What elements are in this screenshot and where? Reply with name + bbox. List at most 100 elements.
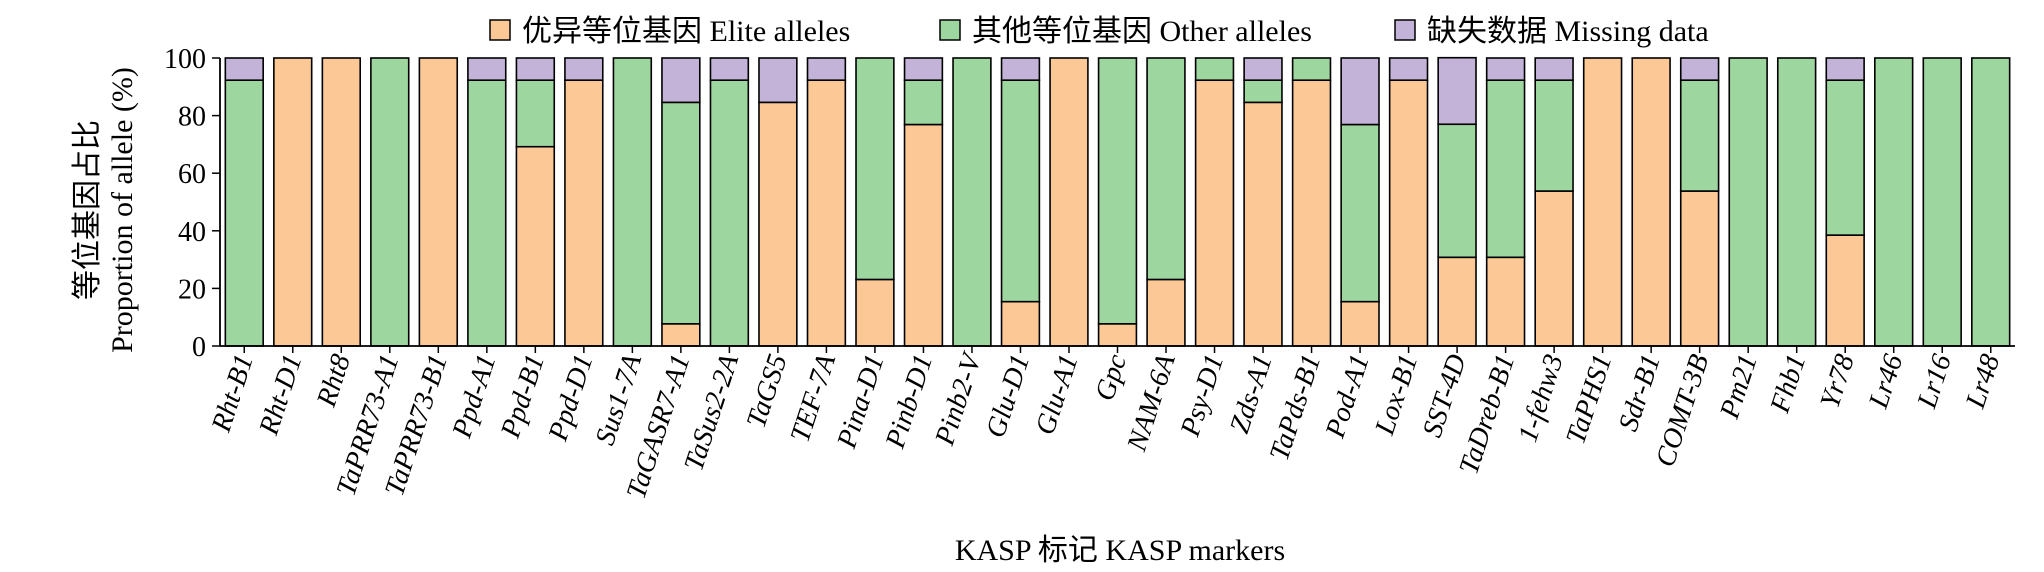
x-tick-label: TaGS5 [741, 351, 794, 432]
x-tick-label: Sdr-B1 [1613, 351, 1667, 435]
bar-segment-Rht-D1-series-0 [273, 57, 313, 347]
legend-swatch [939, 19, 961, 41]
x-tick-label: Ppd-B1 [495, 351, 551, 443]
x-tick-label: TEF-7A [785, 350, 843, 446]
x-tick-label: Rht-B1 [206, 351, 260, 437]
bar-segment-Zds-A1-series-0 [1243, 101, 1283, 347]
bar-segment-1-fehw3-series-0 [1534, 190, 1574, 347]
legend-label: 优异等位基因 Elite alleles [522, 15, 850, 48]
bar-segment-TaGASR7-A1-series-2 [661, 57, 701, 104]
bar-segment-Gpc-series-0 [1097, 323, 1138, 347]
legend-swatch [1394, 19, 1416, 41]
bar-segment-Lr16-series-1 [1922, 57, 1962, 347]
bar-segment-1-fehw3-series-1 [1534, 79, 1574, 192]
bar-segment-SST-4D-series-2 [1437, 56, 1477, 126]
bar-segment-TaGASR7-A1-series-0 [661, 323, 701, 347]
y-tick-label: 20 [178, 274, 206, 305]
bar-segment-TaDreb-B1-series-0 [1485, 256, 1526, 347]
bar-segment-Ppd-B1-series-2 [515, 57, 556, 81]
y-tick-label: 100 [164, 44, 206, 75]
bar-segment-1-fehw3-series-2 [1534, 57, 1574, 81]
x-tick-label: Ppd-D1 [542, 351, 599, 446]
bar-segment-Lox-B1-series-0 [1388, 79, 1429, 347]
bar-segment-Zds-A1-series-2 [1243, 57, 1283, 81]
bar-segment-Pod-A1-series-1 [1340, 123, 1380, 303]
bar-segment-Rht-B1-series-1 [224, 79, 264, 347]
bar-segment-NAM-6A-series-0 [1146, 278, 1186, 347]
bar-segment-Ppd-D1-series-0 [564, 79, 604, 347]
bar-segment-Glu-A1-series-0 [1049, 57, 1089, 347]
y-tick-label: 60 [178, 159, 206, 190]
bar-segment-Yr78-series-2 [1825, 57, 1865, 81]
bar-segment-Pod-A1-series-0 [1340, 300, 1380, 347]
bar-segment-Lr48-series-1 [1971, 57, 2011, 347]
x-tick-label: Glu-A1 [1030, 351, 1085, 439]
bar-segment-Ppd-B1-series-1 [515, 79, 556, 148]
bar-segment-TaGS5-series-2 [758, 57, 798, 104]
bar-segment-TEF-7A-series-2 [806, 57, 847, 81]
y-tick-label: 0 [192, 332, 206, 363]
bar-segment-TaDreb-B1-series-2 [1485, 57, 1526, 81]
bar-segment-TaGASR7-A1-series-1 [661, 101, 701, 325]
bar-segment-Rht8-series-0 [321, 57, 361, 347]
bar-segment-TaPds-B1-series-0 [1291, 79, 1332, 347]
bar-segment-Glu-D1-series-0 [1000, 300, 1041, 347]
x-tick-label: SST-4D [1417, 351, 1473, 441]
x-axis-label: KASP 标记 KASP markers [955, 534, 1285, 567]
bar-segment-Psy-D1-series-0 [1194, 79, 1235, 347]
bar-segment-Sus1-7A-series-1 [612, 57, 653, 347]
x-tick-label: 1-fehw3 [1512, 351, 1569, 446]
bar-segment-Lox-B1-series-2 [1388, 57, 1429, 81]
x-tick-label: Yr78 [1815, 351, 1861, 412]
bar-segment-Gpc-series-1 [1097, 57, 1138, 325]
bar-segment-Pod-A1-series-2 [1340, 57, 1380, 126]
x-tick-label: Lr46 [1863, 351, 1910, 413]
bar-segment-Pinb-D1-series-2 [903, 57, 944, 81]
bar-segment-Pinb-D1-series-1 [903, 79, 944, 126]
x-tick-label: Zds-A1 [1224, 351, 1278, 438]
bar-segment-Rht-B1-series-2 [224, 57, 264, 81]
x-tick-label: Rht-D1 [253, 351, 308, 440]
x-tick-label: Fhb1 [1764, 351, 1812, 418]
bar-segment-Glu-D1-series-1 [1000, 79, 1041, 303]
bar-segment-Fhb1-series-1 [1776, 57, 1817, 347]
bar-segment-COMT-3B-series-2 [1679, 57, 1720, 81]
bar-segment-Sdr-B1-series-0 [1631, 57, 1671, 347]
x-tick-label: TaPHS1 [1560, 351, 1618, 448]
bar-segment-Pinb2-V-series-1 [952, 57, 992, 347]
y-axis-label-line1: 等位基因占比 [71, 120, 104, 300]
bar-segment-Ppd-D1-series-2 [564, 57, 604, 81]
bar-segment-Psy-D1-series-1 [1194, 57, 1235, 81]
x-tick-label: Rht8 [311, 351, 357, 412]
bar-segment-COMT-3B-series-0 [1679, 190, 1720, 347]
bar-segment-TaSus2-2A-series-2 [709, 57, 750, 81]
x-tick-label: Lr16 [1911, 351, 1958, 413]
bar-segment-TaGS5-series-0 [758, 101, 798, 347]
bar-segment-NAM-6A-series-1 [1146, 57, 1186, 281]
y-tick-label: 40 [178, 217, 206, 248]
x-tick-label: Lox-B1 [1369, 351, 1424, 440]
bar-segment-TEF-7A-series-0 [806, 79, 847, 347]
bar-segment-Pina-D1-series-1 [855, 57, 895, 281]
legend-label: 缺失数据 Missing data [1427, 15, 1709, 48]
legend-label: 其他等位基因 Other alleles [972, 15, 1312, 48]
bar-segment-Yr78-series-1 [1825, 79, 1865, 236]
x-tick-label: Psy-D1 [1174, 351, 1230, 441]
bar-segment-Ppd-A1-series-2 [467, 57, 507, 81]
bar-segment-TaDreb-B1-series-1 [1485, 79, 1526, 259]
bar-segment-TaSus2-2A-series-1 [709, 79, 750, 347]
legend: 优异等位基因 Elite alleles 其他等位基因 Other alleles… [489, 15, 1709, 48]
bar-segment-Yr78-series-0 [1825, 234, 1865, 347]
bar-segment-COMT-3B-series-1 [1679, 79, 1720, 192]
bar-segment-TaPds-B1-series-1 [1291, 57, 1332, 81]
bar-segment-Pm21-series-1 [1728, 57, 1768, 347]
bar-segment-TaPRR73-B1-series-0 [418, 57, 459, 347]
bar-segment-Lr46-series-1 [1874, 57, 1914, 347]
bar-segment-SST-4D-series-0 [1437, 256, 1477, 347]
bars-group [224, 56, 2011, 347]
y-axis-label-line2: Proportion of allele (%) [106, 67, 139, 353]
x-tick-label: Pm21 [1714, 351, 1764, 424]
x-tick-label: Gpc [1089, 350, 1133, 404]
bar-segment-TaPRR73-A1-series-1 [370, 57, 410, 347]
